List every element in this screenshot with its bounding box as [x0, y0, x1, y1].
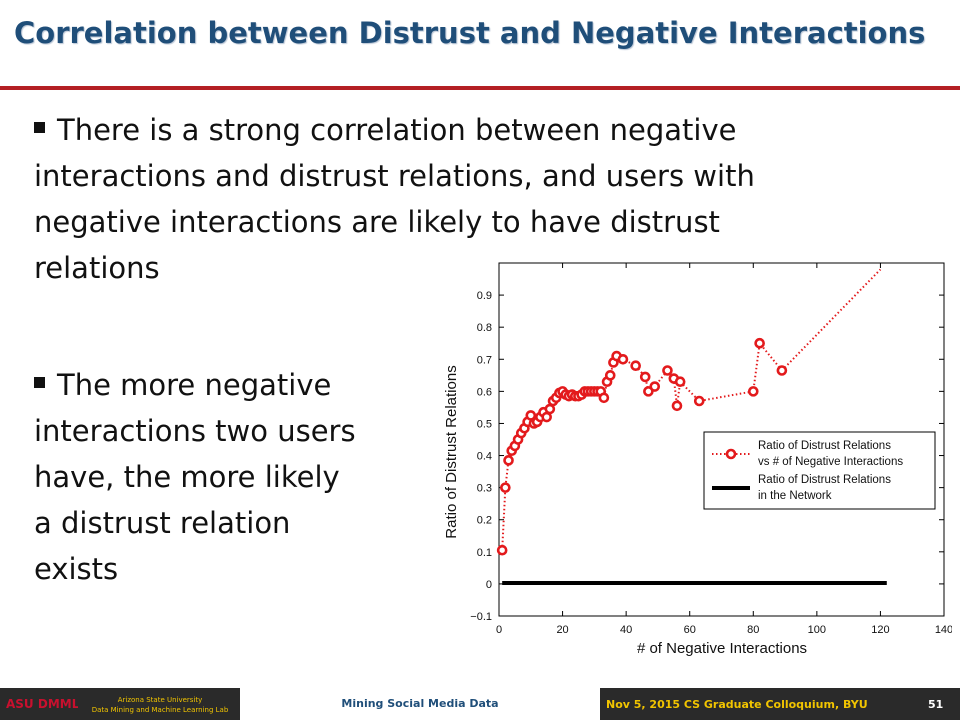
data-point	[662, 365, 673, 376]
x-tick-label: 100	[808, 624, 826, 636]
bullet-1-line-3: negative interactions are likely to have…	[34, 205, 720, 239]
y-tick-label: 0.5	[477, 418, 492, 430]
y-tick-label: 0.7	[477, 354, 492, 366]
legend-swatch-distrust-marker	[725, 448, 737, 460]
data-point	[500, 482, 511, 493]
data-point	[754, 337, 765, 349]
y-tick-label: 0.1	[477, 547, 492, 559]
logo-text: ASU DMML	[6, 697, 78, 711]
x-tick-label: 20	[556, 624, 568, 636]
bullet-2-line-5: exists	[34, 552, 119, 586]
series-layer	[496, 268, 887, 585]
lab-name: Data Mining and Machine Learning Lab	[91, 706, 229, 714]
distrust-ratio-chart: 0 20 40 60 80 100 120 140 −0.1 0 0.1 0.2 0.3 0.4 0.5 0.…	[436, 252, 952, 662]
asu-dmml-logo: ASU DMML	[4, 691, 78, 717]
data-point	[496, 544, 508, 556]
data-point	[617, 353, 629, 365]
bullet-2-line-2: interactions two users	[34, 414, 356, 448]
legend: Ratio of Distrust Relations vs # of Negat…	[703, 431, 936, 510]
bullet-1: There is a strong correlation between ne…	[34, 107, 914, 291]
legend-label-network: Ratio of Distrust Relations	[758, 474, 891, 486]
data-point	[503, 455, 514, 466]
y-tick-label: 0.8	[477, 322, 492, 334]
data-point	[639, 371, 651, 383]
university-name: Arizona State University	[117, 696, 203, 704]
y-axis-label: Ratio of Distrust Relations	[443, 365, 460, 538]
x-axis-label: # of Negative Interactions	[637, 640, 807, 657]
y-tick-label: 0.6	[477, 386, 492, 398]
bullet-2-line-3: have, the more likely	[34, 460, 340, 494]
data-point	[776, 365, 788, 376]
x-tick-label: 40	[620, 624, 632, 636]
x-tick-label: 80	[747, 624, 759, 636]
legend-label-network: in the Network	[758, 490, 832, 502]
title-divider	[0, 86, 960, 90]
legend-box	[703, 431, 936, 510]
data-point	[649, 381, 661, 392]
bullet-square-icon	[34, 377, 45, 388]
bullet-2-line-1: The more negative	[57, 368, 332, 402]
bullet-1-line-1: There is a strong correlation between ne…	[57, 113, 737, 147]
data-point	[693, 395, 705, 407]
data-point	[604, 370, 616, 381]
data-point	[674, 376, 686, 388]
bullet-2-line-4: a distrust relation	[34, 506, 291, 540]
data-point	[630, 360, 641, 371]
legend-label-distrust: vs # of Negative Interactions	[758, 456, 903, 468]
footer-event: Nov 5, 2015 CS Graduate Colloquium, BYU	[606, 698, 868, 711]
bullet-1-line-4: relations	[34, 251, 160, 285]
course-title: Mining Social Media Data	[341, 697, 499, 710]
x-tick-label: 0	[496, 624, 502, 636]
plot-frame	[498, 262, 945, 617]
footer-university: Arizona State University Data Mining and …	[80, 695, 240, 715]
footer-bar: ASU DMML Arizona State University Data Mi…	[0, 688, 960, 720]
page-number: 51	[928, 698, 944, 711]
footer-center: Mining Social Media Data	[240, 688, 600, 720]
data-point	[598, 392, 610, 404]
data-point	[747, 386, 759, 397]
y-tick-label: 0.2	[477, 515, 492, 527]
x-tick-label: 120	[871, 624, 889, 636]
y-tick-label: 0.4	[477, 451, 492, 463]
data-point	[671, 400, 683, 412]
y-tick-label: 0.3	[477, 483, 492, 495]
y-tick-label: 0.9	[477, 290, 492, 302]
slide-title: Correlation between Distrust and Negativ…	[14, 16, 926, 50]
bullet-square-icon	[34, 122, 45, 133]
x-tick-label: 140	[935, 624, 952, 636]
legend-label-distrust: Ratio of Distrust Relations	[758, 440, 891, 452]
x-tick-label: 60	[684, 624, 696, 636]
y-tick-label: −0.1	[470, 611, 492, 623]
axes: 0 20 40 60 80 100 120 140 −0.1 0 0.1 0.2 0.3 0.4 0.5 0.…	[470, 262, 952, 636]
bullet-1-line-2: interactions and distrust relations, and…	[34, 159, 755, 193]
y-tick-label: 0	[486, 579, 492, 591]
bullet-2: The more negative interactions two users h…	[34, 362, 434, 592]
